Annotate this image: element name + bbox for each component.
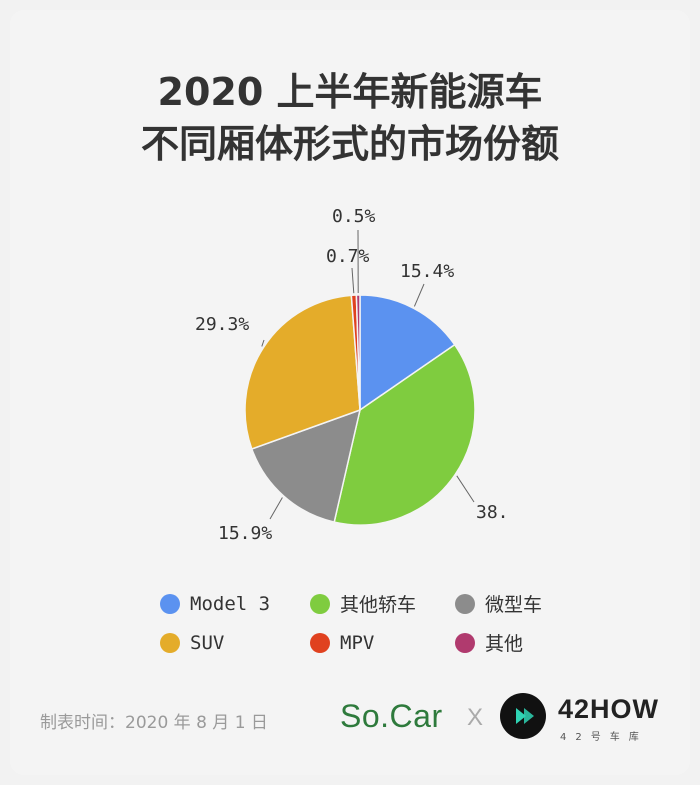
brand-separator: X bbox=[467, 704, 484, 731]
leader-lines bbox=[261, 229, 475, 520]
slice-labels: 15.4% 38. 15.9% 29.3% 0.7% 0.5% bbox=[195, 206, 509, 544]
legend-swatch bbox=[310, 632, 330, 653]
pie-slice-4 bbox=[244, 294, 361, 450]
legend-label: 其他轿车 bbox=[340, 594, 417, 616]
leader-line-5 bbox=[351, 267, 355, 294]
slice-label-1: 15.4% bbox=[400, 261, 454, 282]
legend-label: 其他 bbox=[485, 633, 524, 655]
legend-label: SUV bbox=[190, 631, 225, 654]
pie-slice-2 bbox=[333, 343, 476, 526]
legend-label: 微型车 bbox=[485, 594, 543, 616]
pie-slice-3 bbox=[250, 408, 362, 523]
leader-line-2 bbox=[456, 475, 475, 503]
slice-label-2: 38. bbox=[476, 502, 509, 523]
legend-item-2: 其他轿车 bbox=[310, 590, 455, 617]
legend-label: MPV bbox=[340, 631, 375, 654]
title-line-2: 不同厢体形式的市场份额 bbox=[140, 122, 559, 166]
leader-line-4 bbox=[261, 339, 265, 347]
42how-brand: 42HOW bbox=[558, 694, 660, 724]
pie-slice-1 bbox=[359, 294, 456, 412]
pie-chart: 15.4% 38. 15.9% 29.3% 0.7% 0.5% bbox=[195, 206, 509, 544]
42how-subtitle: 42号车库 bbox=[560, 732, 648, 743]
legend-item-4: SUV bbox=[160, 629, 310, 656]
footer-date: 制表时间：2020 年 8 月 1 日 bbox=[40, 713, 268, 733]
slice-label-5: 0.7% bbox=[326, 246, 370, 267]
legend-label: Model 3 bbox=[190, 592, 271, 615]
slice-label-3: 15.9% bbox=[218, 523, 272, 544]
legend-swatch bbox=[160, 593, 180, 614]
leader-line-1 bbox=[413, 283, 425, 307]
legend-swatch bbox=[310, 593, 330, 614]
42how-logo-icon bbox=[500, 693, 546, 739]
pie-slice-6 bbox=[355, 294, 361, 411]
leader-line-3 bbox=[269, 497, 283, 520]
legend-item-1: Model 3 bbox=[160, 590, 310, 617]
legend-item-6: 其他 bbox=[455, 629, 575, 656]
chart-title: 2020 上半年新能源车 不同厢体形式的市场份额 bbox=[0, 66, 700, 170]
legend-swatch bbox=[455, 632, 475, 653]
chart-legend: Model 3 其他轿车 微型车 SUV MPV 其他 bbox=[160, 590, 580, 656]
legend-swatch bbox=[455, 593, 475, 614]
legend-item-3: 微型车 bbox=[455, 590, 575, 617]
legend-item-5: MPV bbox=[310, 629, 455, 656]
slice-label-4: 29.3% bbox=[195, 314, 249, 335]
slice-label-6: 0.5% bbox=[332, 206, 376, 227]
legend-swatch bbox=[160, 632, 180, 653]
socar-logo: So.Car bbox=[340, 698, 443, 734]
title-line-1: 2020 上半年新能源车 bbox=[157, 70, 543, 114]
pie-slices bbox=[244, 294, 476, 526]
